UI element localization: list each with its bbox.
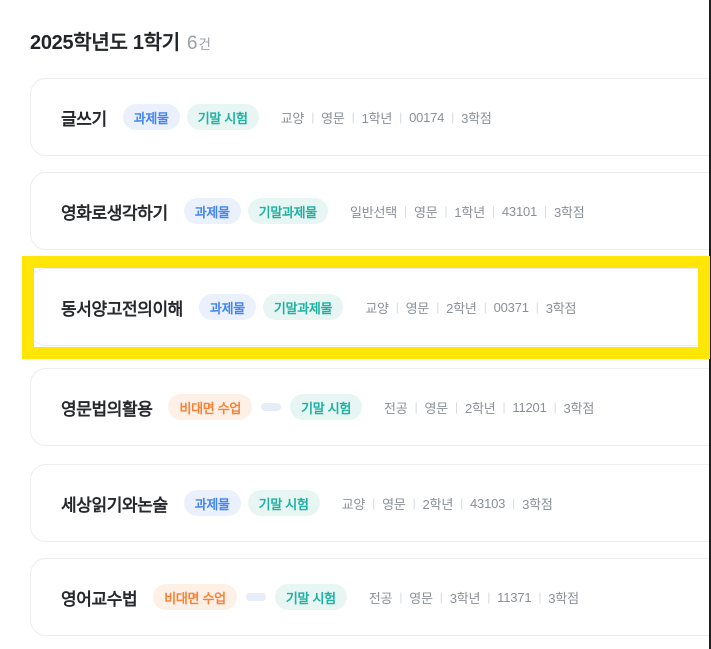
badge-remote-class: 비대면 수업 — [153, 584, 237, 610]
course-title: 영어교수법 — [61, 589, 138, 609]
meta-grade: 3학년 — [449, 590, 481, 606]
badge-final-exam: 기말 시험 — [186, 104, 259, 130]
meta-separator: | — [535, 300, 539, 314]
meta-separator: | — [395, 300, 399, 314]
meta-separator: | — [455, 400, 458, 414]
course-meta: 교양 | 영문 | 1학년 | 00174 | 3학점 — [281, 108, 492, 127]
meta-separator: | — [491, 204, 495, 218]
course-count: 6건 — [187, 33, 211, 55]
course-card-geulsseugi[interactable]: 글쓰기 과제물 기말 시험 교양 | 영문 | 1학년 | 00174 | 3학점 — [30, 78, 711, 156]
course-meta: 교양 | 영문 | 2학년 | 43103 | 3학점 — [342, 494, 553, 513]
badge-group: 과제물 기말과제물 — [198, 294, 344, 320]
meta-department: 영문 — [405, 300, 430, 316]
meta-grade: 1학년 — [361, 110, 393, 126]
meta-separator: | — [553, 400, 557, 414]
badge-group: 과제물 기말과제물 — [183, 198, 328, 224]
meta-separator: | — [502, 400, 506, 414]
meta-separator: | — [414, 400, 418, 414]
meta-separator: | — [512, 496, 516, 510]
course-card-sesangilkgi[interactable]: 세상읽기와논술 과제물 기말 시험 교양 | 영문 | 2학년 | 43103 | 3학… — [30, 464, 711, 542]
meta-category: 일반선택 — [349, 204, 398, 220]
meta-credits: 3학점 — [548, 590, 579, 606]
meta-credits: 3학점 — [553, 204, 585, 220]
meta-grade: 2학년 — [422, 496, 454, 512]
meta-grade: 2학년 — [464, 400, 496, 416]
meta-code: 00174 — [409, 109, 445, 125]
badge-final-assignment: 기말과제물 — [262, 294, 344, 320]
badge-final-exam: 기말 시험 — [290, 394, 363, 420]
meta-separator: | — [544, 204, 547, 218]
meta-category: 교양 — [280, 110, 305, 126]
course-meta: 교양 | 영문 | 2학년 | 00371 | 3학점 — [365, 298, 576, 317]
course-card-dongseoyang[interactable]: 동서양고전의이해 과제물 기말과제물 교양 | 영문 | 2학년 | 00371 | 3… — [30, 268, 711, 346]
course-title: 글쓰기 — [61, 109, 107, 129]
meta-separator: | — [404, 204, 407, 218]
course-meta: 일반선택 | 영문 | 1학년 | 43101 | 3학점 — [350, 202, 585, 221]
badge-assignment: 과제물 — [183, 490, 241, 516]
meta-separator: | — [444, 204, 448, 218]
badge-group: 과제물 기말 시험 — [122, 104, 259, 130]
meta-separator: | — [372, 496, 376, 510]
meta-separator: | — [460, 496, 464, 510]
meta-department: 영문 — [382, 496, 406, 512]
meta-category: 교양 — [341, 496, 366, 512]
course-title: 동서양고전의이해 — [61, 299, 183, 319]
badge-group: 비대면 수업 기말 시험 — [153, 584, 347, 610]
course-card-yeonghwaro[interactable]: 영화로생각하기 과제물 기말과제물 일반선택 | 영문 | 1학년 | 43101 | … — [30, 172, 711, 250]
window-edge-line — [709, 0, 711, 649]
meta-category: 전공 — [368, 590, 393, 606]
meta-separator: | — [399, 110, 403, 124]
badge-dash-pill — [261, 403, 282, 411]
badge-group: 과제물 기말 시험 — [183, 490, 320, 516]
meta-grade: 2학년 — [446, 300, 477, 316]
meta-credits: 3학점 — [461, 110, 492, 126]
course-card-yeongeogyosubeop[interactable]: 영어교수법 비대면 수업 기말 시험 전공 | 영문 | 3학년 | 11371 | 3… — [30, 558, 711, 636]
semester-header: 2025학년도 1학기 6건 — [30, 26, 211, 55]
meta-department: 영문 — [409, 590, 433, 606]
course-count-unit: 건 — [198, 37, 211, 52]
meta-department: 영문 — [413, 204, 438, 220]
course-count-number: 6 — [186, 33, 198, 54]
meta-code: 00371 — [493, 299, 529, 315]
meta-separator: | — [351, 110, 355, 124]
meta-code: 43103 — [470, 495, 506, 511]
meta-category: 교양 — [365, 300, 389, 316]
meta-credits: 3학점 — [563, 400, 595, 416]
meta-grade: 1학년 — [454, 204, 485, 220]
badge-final-exam: 기말 시험 — [247, 490, 320, 516]
badge-assignment: 과제물 — [183, 198, 241, 224]
meta-separator: | — [399, 590, 403, 604]
meta-credits: 3학점 — [522, 496, 553, 512]
meta-separator: | — [436, 300, 440, 314]
meta-separator: | — [412, 496, 416, 510]
meta-code: 11371 — [497, 589, 532, 605]
meta-separator: | — [483, 300, 487, 314]
meta-code: 11201 — [512, 399, 547, 415]
meta-separator: | — [439, 590, 443, 604]
course-title: 영문법의활용 — [61, 399, 153, 419]
badge-final-exam: 기말 시험 — [274, 584, 347, 610]
meta-department: 영문 — [424, 400, 449, 416]
course-meta: 전공 | 영문 | 3학년 | 11371 | 3학점 — [369, 588, 579, 607]
course-title: 영화로생각하기 — [61, 203, 168, 223]
badge-assignment: 과제물 — [198, 294, 256, 320]
meta-department: 영문 — [321, 110, 345, 126]
badge-assignment: 과제물 — [122, 104, 180, 130]
course-card-yeongmunbeop[interactable]: 영문법의활용 비대면 수업 기말 시험 전공 | 영문 | 2학년 | 11201 | … — [30, 368, 711, 446]
meta-separator: | — [311, 110, 315, 124]
badge-group: 비대면 수업 기말 시험 — [168, 394, 363, 420]
semester-title: 2025학년도 1학기 — [30, 32, 180, 54]
meta-separator: | — [487, 590, 491, 604]
meta-code: 43101 — [501, 203, 538, 219]
badge-dash-pill — [245, 593, 266, 601]
badge-remote-class: 비대면 수업 — [168, 394, 253, 420]
course-meta: 전공 | 영문 | 2학년 | 11201 | 3학점 — [384, 398, 594, 417]
course-title: 세상읽기와논술 — [61, 495, 168, 515]
badge-final-assignment: 기말과제물 — [247, 198, 328, 224]
meta-separator: | — [451, 110, 455, 124]
meta-category: 전공 — [384, 400, 408, 416]
meta-credits: 3학점 — [545, 300, 577, 316]
meta-separator: | — [538, 590, 542, 604]
